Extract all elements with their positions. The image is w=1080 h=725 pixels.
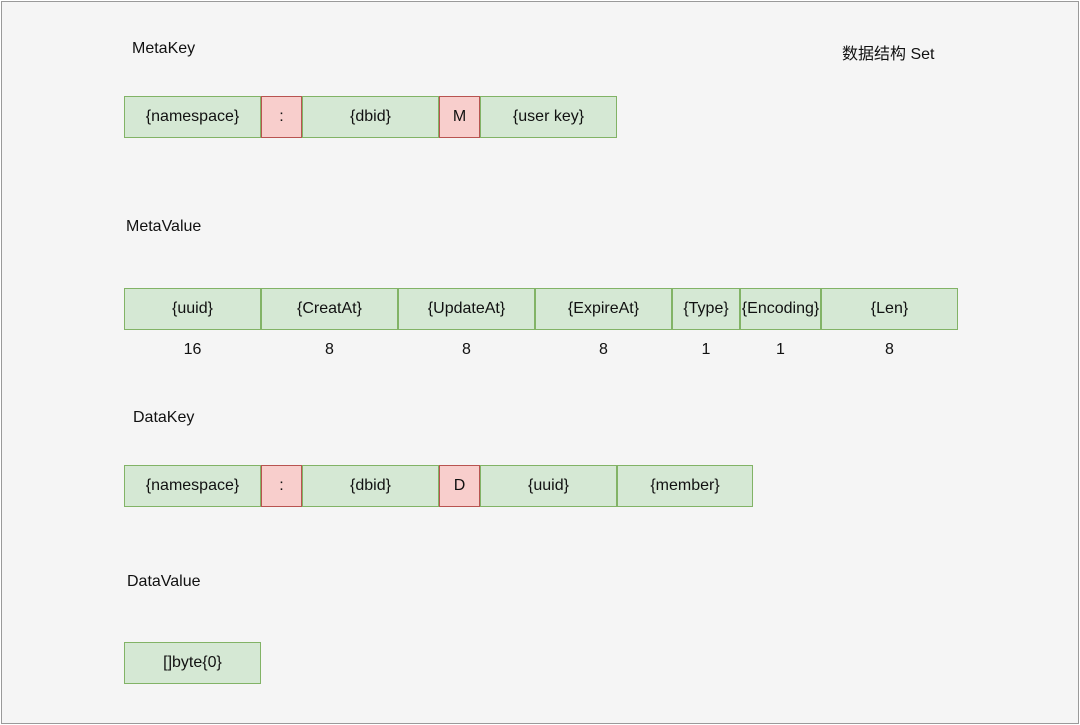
diagram-title: 数据结构 Set [842,46,935,63]
meta-key-type-marker: M [439,96,480,138]
meta-value-uuid-field: {uuid} [124,288,261,330]
data-key-type-marker: D [439,465,480,507]
meta-value-creat-at-field: {CreatAt} [261,288,398,330]
meta-key-row: {namespace} : {dbid} M {user key} [124,96,617,138]
data-value-label: DataValue [127,573,201,590]
data-key-label: DataKey [133,409,195,426]
update-at-size-label: 8 [462,341,471,358]
creat-at-size-label: 8 [325,341,334,358]
expire-at-size-label: 8 [599,341,608,358]
meta-value-expire-at-field: {ExpireAt} [535,288,672,330]
data-value-row: []byte{0} [124,642,261,684]
uuid-size-label: 16 [183,341,202,358]
meta-key-colon-separator: : [261,96,302,138]
data-key-colon-separator: : [261,465,302,507]
data-key-row: {namespace} : {dbid} D {uuid} {member} [124,465,753,507]
meta-key-label: MetaKey [132,40,196,57]
type-size-label: 1 [701,341,711,358]
meta-value-encoding-field: {Encoding} [740,288,821,330]
meta-value-update-at-field: {UpdateAt} [398,288,535,330]
meta-key-namespace-field: {namespace} [124,96,261,138]
meta-value-label: MetaValue [126,218,202,235]
data-key-uuid-field: {uuid} [480,465,617,507]
meta-value-type-field: {Type} [672,288,740,330]
data-key-dbid-field: {dbid} [302,465,439,507]
len-size-label: 8 [885,341,894,358]
meta-key-dbid-field: {dbid} [302,96,439,138]
meta-key-user-key-field: {user key} [480,96,617,138]
encoding-size-label: 1 [776,341,785,358]
meta-value-row: {uuid} {CreatAt} {UpdateAt} {ExpireAt} {… [124,288,958,330]
meta-value-len-field: {Len} [821,288,958,330]
data-value-byte-field: []byte{0} [124,642,261,684]
data-key-namespace-field: {namespace} [124,465,261,507]
data-key-member-field: {member} [617,465,753,507]
